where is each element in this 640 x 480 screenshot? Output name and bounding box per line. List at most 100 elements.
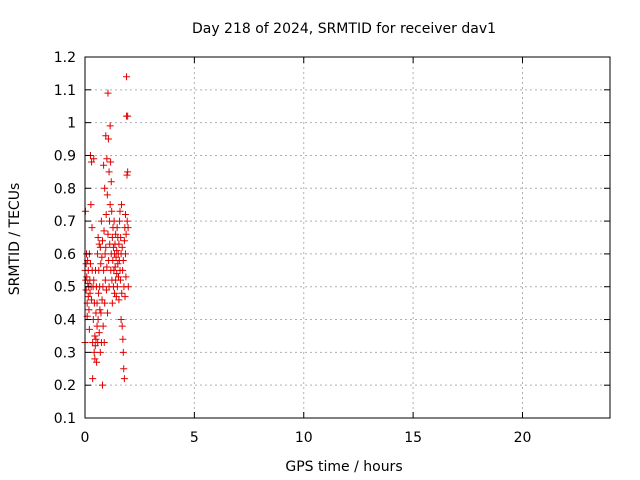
data-point (115, 296, 123, 304)
data-point (111, 289, 119, 297)
data-point (107, 158, 115, 166)
data-point (99, 322, 107, 330)
data-point (113, 283, 121, 291)
data-point (119, 256, 127, 264)
data-point (122, 230, 130, 238)
y-tick-label: 0.4 (54, 313, 76, 329)
data-point (109, 256, 117, 264)
y-tick-label: 0.3 (54, 345, 76, 361)
data-point (90, 276, 98, 284)
data-point (100, 339, 108, 347)
data-point (116, 276, 124, 284)
data-point (113, 270, 121, 278)
y-tick-label: 1.1 (54, 83, 76, 99)
chart-title: Day 218 of 2024, SRMTID for receiver dav… (192, 21, 496, 37)
data-point (119, 266, 127, 274)
y-tick-label: 0.6 (54, 247, 76, 263)
y-tick-label: 0.8 (54, 181, 76, 197)
data-point (106, 122, 114, 130)
data-point (88, 296, 96, 304)
data-point (116, 217, 124, 225)
data-point (91, 332, 99, 340)
data-point (86, 260, 94, 268)
data-point (85, 306, 93, 314)
data-point (93, 322, 101, 330)
data-point (99, 283, 107, 291)
data-point (108, 299, 116, 307)
data-point (85, 325, 93, 333)
y-tick-label: 0.2 (54, 378, 76, 394)
data-point (103, 263, 111, 271)
data-point (109, 243, 117, 251)
data-point (123, 217, 131, 225)
data-point (97, 217, 105, 225)
data-point (103, 191, 111, 199)
x-tick-label: 10 (295, 430, 313, 446)
data-point (95, 329, 103, 337)
data-point (124, 168, 132, 176)
data-point (120, 375, 128, 383)
data-point (121, 250, 129, 258)
data-point (83, 273, 91, 281)
data-point (99, 237, 106, 245)
x-tick-label: 15 (404, 430, 422, 446)
data-point (102, 211, 110, 219)
data-point (124, 283, 132, 291)
data-point (93, 358, 101, 366)
data-point (121, 211, 129, 219)
data-point (97, 309, 105, 317)
x-tick-label: 0 (81, 430, 90, 446)
data-point (120, 237, 128, 245)
data-point (103, 155, 111, 163)
data-point (94, 234, 102, 241)
grid (85, 57, 610, 418)
data-point (96, 348, 104, 356)
data-point (98, 253, 106, 261)
data-point (90, 348, 98, 356)
data-point (104, 230, 112, 238)
y-tick-label: 0.7 (54, 214, 76, 230)
data-point (99, 381, 106, 389)
data-point (92, 335, 100, 343)
data-point (124, 112, 132, 120)
data-point (100, 266, 108, 274)
data-point (104, 135, 112, 143)
data-point (119, 335, 127, 343)
data-point (95, 240, 103, 248)
data-point (119, 348, 127, 356)
data-point (101, 276, 109, 284)
data-point (94, 316, 102, 324)
data-point (104, 89, 112, 97)
data-point (113, 224, 121, 232)
data-point (114, 260, 122, 268)
data-point (95, 289, 103, 297)
data-point (118, 243, 126, 251)
data-point (90, 155, 98, 163)
y-tick-label: 0.9 (54, 148, 76, 164)
data-point (100, 227, 108, 235)
data-point (101, 299, 109, 307)
data-point (123, 171, 131, 179)
data-point (121, 293, 129, 301)
x-axis-ticks: 0 5 10 15 20 (81, 57, 531, 446)
data-point (123, 73, 131, 81)
data-point (118, 201, 126, 209)
data-point (88, 224, 96, 232)
data-point (124, 224, 132, 232)
data-point (93, 250, 101, 258)
data-point (100, 161, 108, 169)
x-axis-label: GPS time / hours (285, 459, 402, 475)
data-point (110, 266, 118, 274)
data-point (118, 289, 126, 297)
data-point (91, 355, 99, 363)
data-point (104, 309, 112, 317)
data-point (84, 293, 92, 301)
y-tick-label: 0.5 (54, 280, 76, 296)
y-axis-label: SRMTID / TECUs (7, 183, 23, 296)
y-tick-label: 1.2 (54, 50, 76, 66)
data-point (87, 201, 95, 209)
plot-frame (84, 56, 611, 419)
data-point (118, 322, 126, 330)
data-point (106, 201, 114, 209)
